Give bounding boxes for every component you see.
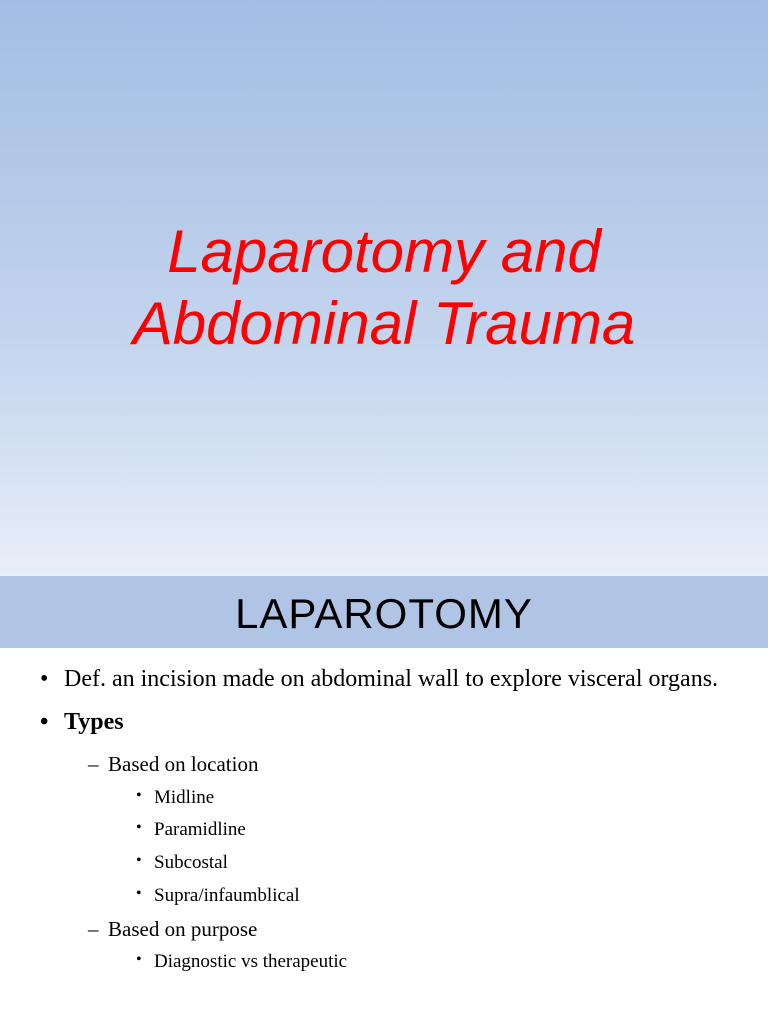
slide-content: Def. an incision made on abdominal wall … <box>0 648 768 976</box>
content-slide: LAPAROTOMY Def. an incision made on abdo… <box>0 576 768 976</box>
presentation-title: Laparotomy and Abdominal Trauma <box>30 216 738 360</box>
bullet-purpose-item: Diagnostic vs therapeutic <box>136 949 728 976</box>
bullet-location-item: Supra/infaumblical <box>136 883 728 910</box>
bullet-location-item: Midline <box>136 785 728 812</box>
title-slide: Laparotomy and Abdominal Trauma <box>0 0 768 576</box>
bullet-definition: Def. an incision made on abdominal wall … <box>40 664 728 695</box>
bullet-purpose: Based on purpose <box>88 915 728 943</box>
bullet-types: Types <box>40 707 728 738</box>
bullet-location-item: Paramidline <box>136 817 728 844</box>
slide-title: LAPAROTOMY <box>0 590 768 638</box>
slide-header: LAPAROTOMY <box>0 576 768 648</box>
bullet-location-item: Subcostal <box>136 850 728 877</box>
bullet-location: Based on location <box>88 750 728 778</box>
